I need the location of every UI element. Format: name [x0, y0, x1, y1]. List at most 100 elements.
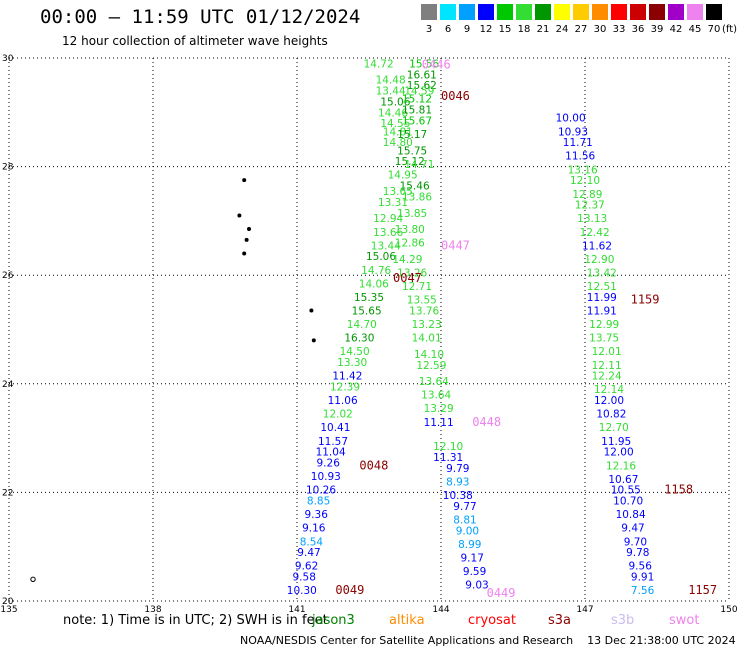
wave-height-value: 8.99 [458, 539, 481, 551]
wave-height-value: 10.26 [306, 485, 336, 497]
wave-height-value: 10.41 [320, 422, 350, 434]
legend-swatch [592, 4, 608, 20]
legend-label: 27 [574, 24, 588, 35]
wave-height-value: 14.46 [378, 107, 408, 119]
wave-height-value: 10.82 [596, 409, 626, 421]
pass-time-label: 0046 [441, 89, 470, 103]
wave-height-value: 11.95 [601, 436, 631, 448]
wave-height-value: 13.30 [337, 357, 367, 369]
legend-label: 12 [479, 24, 493, 35]
legend-swatch [459, 4, 475, 20]
wave-height-value: 14.72 [364, 58, 394, 70]
wave-height-value: 10.93 [558, 126, 588, 138]
wave-height-value: 15.81 [402, 105, 432, 117]
wave-height-value: 12.16 [606, 460, 636, 472]
y-tick-label: 20 [2, 597, 14, 607]
wave-height-value: 12.42 [580, 227, 610, 239]
wave-height-value: 10.93 [311, 471, 341, 483]
wave-height-value: 12.02 [323, 409, 353, 421]
legend-unit: (ft) [722, 24, 738, 35]
wave-height-value: 12.59 [416, 360, 446, 372]
wave-height-value: 9.03 [465, 580, 488, 592]
y-tick-label: 26 [2, 271, 14, 281]
wave-height-value: 14.71 [404, 159, 434, 171]
legend-label: 45 [688, 24, 702, 35]
wave-height-value: 13.42 [587, 267, 617, 279]
x-tick-label: 144 [432, 605, 449, 615]
x-tick-label: 135 [0, 605, 17, 615]
wave-height-value: 13.29 [424, 403, 454, 415]
y-tick-label: 30 [2, 54, 14, 64]
island-marker [311, 338, 316, 343]
legend-label: 33 [612, 24, 626, 35]
wave-height-value: 13.64 [421, 390, 451, 402]
legend-swatch [649, 4, 665, 20]
wave-height-value: 9.78 [626, 547, 649, 559]
chart-subtitle: 12 hour collection of altimeter wave hei… [62, 34, 328, 48]
wave-height-value: 9.16 [302, 523, 326, 535]
wave-height-value: 12.24 [592, 371, 622, 383]
wave-height-value: 15.12 [402, 94, 432, 106]
wave-height-value: 12.86 [395, 238, 425, 250]
wave-height-value: 15.46 [400, 181, 430, 193]
wave-height-value: 11.99 [587, 292, 617, 304]
wave-height-value: 8.85 [307, 496, 330, 508]
wave-height-value: 12.51 [587, 281, 617, 293]
wave-height-value: 14.55 [380, 118, 410, 130]
wave-height-value: 13.44 [376, 86, 406, 98]
wave-height-value: 12.11 [592, 360, 622, 372]
legend-label: 24 [555, 24, 569, 35]
wave-height-value: 12.70 [599, 422, 629, 434]
wave-height-value: 9.62 [295, 561, 318, 573]
island-marker [242, 178, 247, 183]
wave-height-value: 9.36 [305, 509, 329, 521]
legend-label: 9 [463, 24, 471, 35]
wave-height-value: 11.06 [328, 395, 358, 407]
legend-label: 18 [517, 24, 531, 35]
wave-height-value: 15.75 [397, 145, 427, 157]
wave-height-value: 9.00 [456, 525, 479, 537]
wave-height-value: 12.37 [575, 200, 605, 212]
pass-time-label: 0049 [335, 583, 364, 597]
wave-height-value: 12.00 [604, 447, 634, 459]
wave-height-value: 10.55 [611, 485, 641, 497]
wave-height-value: 13.23 [412, 319, 442, 331]
wave-height-value: 10.38 [443, 490, 473, 502]
wave-height-value: 14.06 [359, 278, 389, 290]
pass-time-label: 0447 [441, 238, 470, 252]
wave-height-value: 13.16 [568, 164, 598, 176]
wave-height-value: 14.50 [340, 346, 370, 358]
wave-height-value: 14.48 [376, 75, 406, 87]
wave-height-value: 10.70 [613, 496, 643, 508]
wave-height-value: 14.81 [383, 126, 413, 138]
wave-height-value: 14.10 [414, 349, 444, 361]
legend-label: 6 [444, 24, 452, 35]
wave-height-value: 12.10 [433, 441, 463, 453]
legend-label: 39 [650, 24, 664, 35]
legend-swatch [421, 4, 437, 20]
legend-label: 15 [498, 24, 512, 35]
pass-time-label: 1157 [688, 583, 717, 597]
legend-swatch [573, 4, 589, 20]
wave-height-value: 14.59 [404, 86, 434, 98]
island-marker [309, 308, 314, 313]
island-marker [247, 227, 251, 232]
satellite-name: s3a [548, 613, 572, 628]
wave-height-value: 9.47 [621, 523, 644, 535]
pass-time-label: 0048 [359, 458, 388, 472]
wave-height-value: 12.00 [594, 395, 624, 407]
wave-height-value: 12.39 [330, 382, 360, 394]
wave-height-value: 15.06 [380, 96, 410, 108]
legend-label: 21 [536, 24, 550, 35]
wave-height-value: 9.26 [317, 458, 341, 470]
legend-swatch [497, 4, 513, 20]
wave-height-value: 13.75 [589, 333, 619, 345]
wave-height-value: 11.11 [424, 417, 454, 429]
wave-height-value: 9.70 [624, 536, 647, 548]
wave-height-value: 12.89 [572, 189, 602, 201]
wave-height-value: 16.30 [344, 333, 374, 345]
wave-height-value: 9.77 [453, 501, 476, 513]
x-tick-label: 150 [720, 605, 737, 615]
satellite-name: s3b [611, 613, 635, 628]
wave-height-value: 11.57 [318, 436, 348, 448]
